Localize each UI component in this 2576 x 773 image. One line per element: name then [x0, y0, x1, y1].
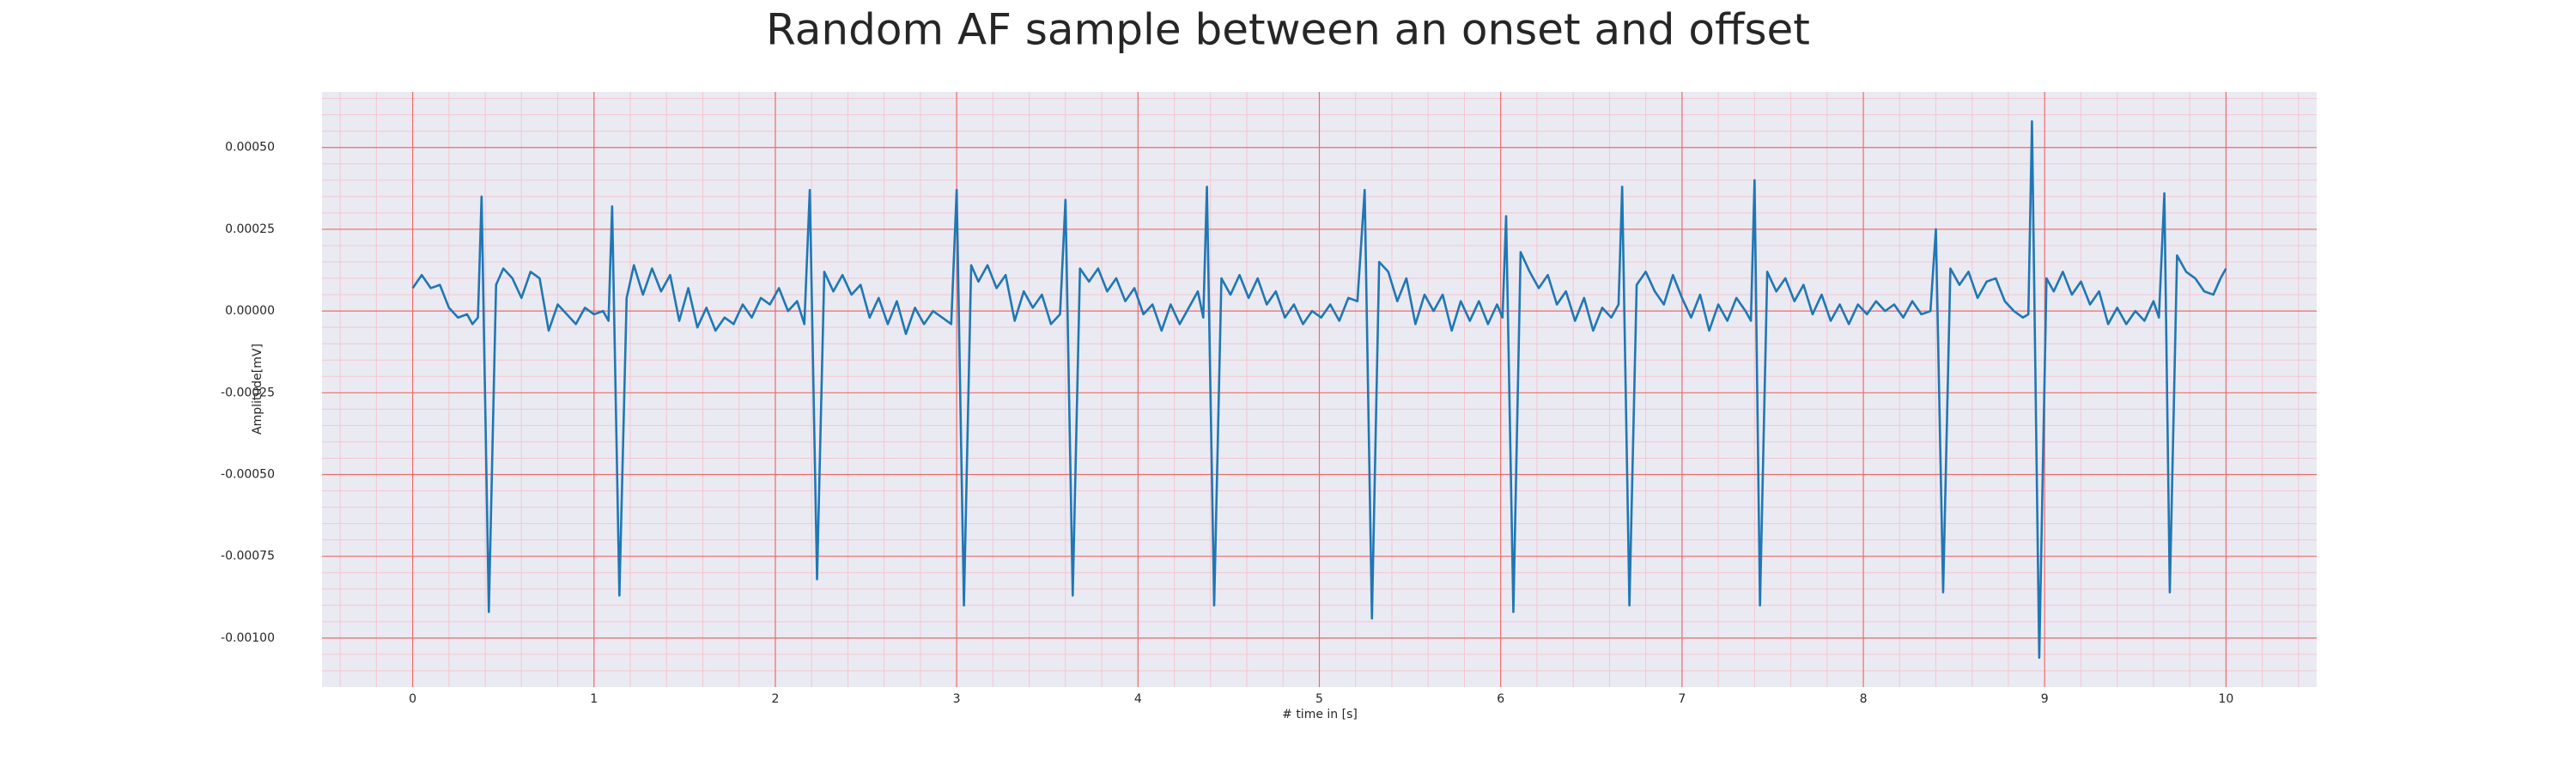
- x-tick-label: 7: [1678, 692, 1686, 706]
- y-tick-label: -0.00025: [221, 386, 275, 399]
- x-tick-label: 6: [1497, 692, 1504, 706]
- y-tick-label: -0.00100: [221, 631, 275, 645]
- data-line: [411, 119, 2227, 660]
- y-axis-label: Amplitude[mV]: [251, 344, 264, 435]
- y-tick-label: 0.00025: [225, 222, 275, 236]
- y-tick-label: 0.00050: [225, 141, 275, 155]
- x-tick-label: 9: [2041, 692, 2049, 706]
- x-tick-label: 2: [771, 692, 779, 706]
- x-tick-label: 5: [1315, 692, 1323, 706]
- y-tick-label: -0.00075: [221, 550, 275, 563]
- x-tick-label: 3: [953, 692, 961, 706]
- chart-title: Random AF sample between an onset and of…: [766, 5, 1810, 55]
- y-tick-label: -0.00050: [221, 468, 275, 482]
- x-tick-label: 8: [1860, 692, 1868, 706]
- y-tick-label: 0.00000: [225, 304, 275, 318]
- x-tick-label: 1: [590, 692, 598, 706]
- x-tick-label: 0: [409, 692, 416, 706]
- x-tick-label: 10: [2218, 692, 2233, 706]
- x-axis-label: # time in [s]: [1282, 708, 1358, 721]
- x-tick-label: 4: [1134, 692, 1142, 706]
